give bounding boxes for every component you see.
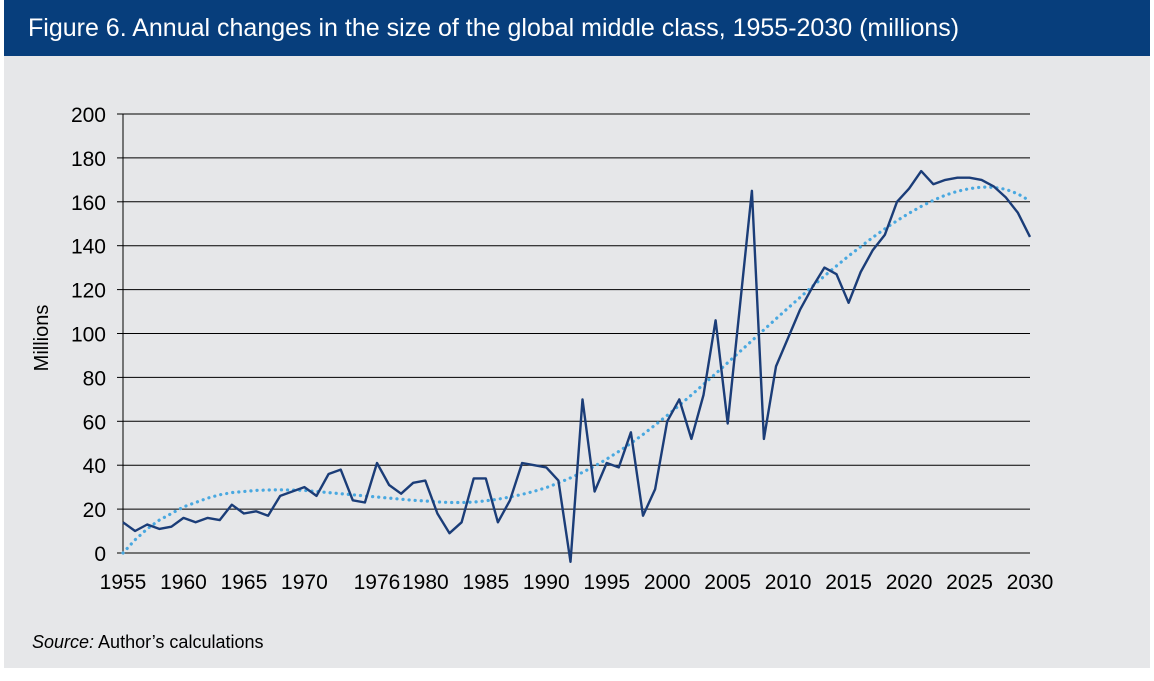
y-tick-label: 160 [71,192,106,215]
x-tick-label: 1955 [100,571,147,594]
source-label: Source: [32,632,95,652]
y-axis-label: Millions [31,305,53,372]
x-tick-label: 2010 [765,571,812,594]
x-tick-label: 2015 [825,571,872,594]
axes [117,113,1030,554]
x-tick-label: 1995 [583,571,630,594]
y-tick-label: 60 [83,411,106,434]
x-tick-label: 2020 [886,571,933,594]
y-tick-label: 20 [83,499,106,522]
y-tick-label: 200 [71,104,106,127]
source-text: Author’s calculations [94,632,264,652]
trend-series [121,185,1032,555]
y-tick-label: 120 [71,280,106,303]
x-tick-label: 2030 [1007,571,1054,594]
x-tick-label: 2000 [644,571,691,594]
source-note: Source: Author’s calculations [32,632,263,653]
data-series [122,169,1032,563]
y-tick-label: 80 [83,367,106,390]
y-tick-label: 100 [71,324,106,347]
trend-line [121,185,1032,555]
x-tick-label: 1976 [354,571,401,594]
x-tick-label: 2005 [704,571,751,594]
line-chart: 0 20 40 60 80 100 120 140 160 180 200 1955 1960 1965 1… [31,104,1053,594]
y-tick-label: 140 [71,236,106,259]
figure-panel: Figure 6. Annual changes in the size of … [4,0,1150,668]
x-tick-label: 1990 [523,571,570,594]
title-bar: Figure 6. Annual changes in the size of … [4,0,1150,56]
y-tick-label: 180 [71,148,106,171]
x-tick-label: 1960 [160,571,207,594]
grid-lines [123,113,1030,510]
y-tick-label: 40 [83,455,106,478]
x-tick-label: 2025 [946,571,993,594]
series-line-annual-change [122,169,1032,563]
x-tick-label: 1980 [402,571,449,594]
figure-title: Figure 6. Annual changes in the size of … [28,14,960,42]
tick-labels: 0 20 40 60 80 100 120 140 160 180 200 1955 1960 1965 1… [71,104,1053,594]
x-tick-label: 1970 [281,571,328,594]
y-tick-label: 0 [94,543,106,566]
x-tick-label: 1965 [221,571,268,594]
x-tick-label: 1985 [462,571,509,594]
